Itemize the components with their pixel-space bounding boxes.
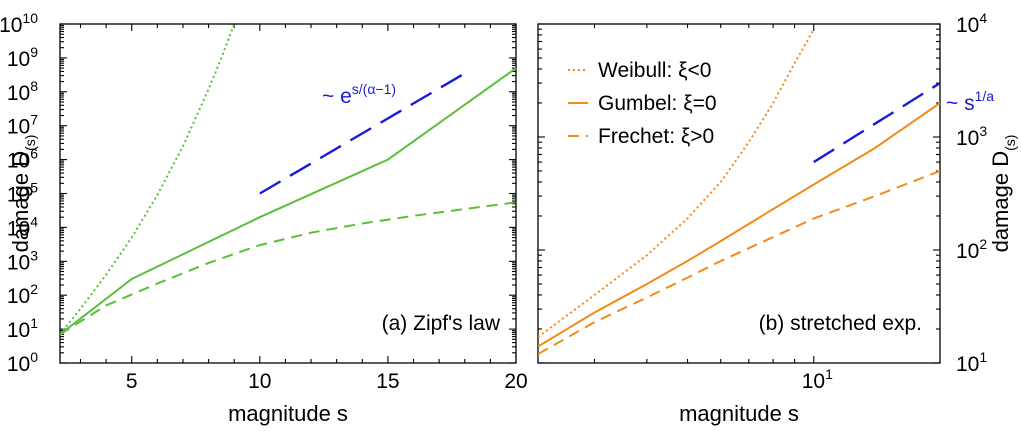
legend-label: Weibull: ξ<0 (598, 59, 712, 82)
series-line-dashed (538, 170, 940, 355)
y-tick-label: 100 (7, 349, 38, 376)
y-tick-label: 105 (7, 180, 38, 207)
series-line-dotted (60, 24, 236, 336)
panel-label: (a) Zipf's law (382, 312, 501, 335)
y-tick-label: 106 (7, 146, 38, 173)
y-tick-label: 104 (7, 213, 38, 240)
y-tick-label: 103 (7, 247, 38, 274)
x-tick-label: 15 (376, 370, 399, 393)
scaling-guide-line (259, 72, 466, 195)
y-axis-label: damage D(s) (8, 135, 38, 253)
y-tick-label: 102 (956, 236, 987, 263)
series-group (60, 24, 516, 336)
y-tick-label: 104 (956, 10, 987, 37)
y-tick-label: 103 (956, 123, 987, 150)
scaling-annotation: ~ s1/a (946, 88, 994, 115)
x-axis-label: magnitude s (679, 401, 799, 426)
panel-label: (b) stretched exp. (759, 312, 922, 335)
series-line-dotted (538, 28, 815, 338)
x-axis-label: magnitude s (228, 401, 348, 426)
legend-label: Gumbel: ξ=0 (598, 92, 717, 115)
scaling-annotation: ~ es/(α−1) (322, 81, 396, 108)
plot-frame (537, 23, 941, 364)
y-tick-label: 108 (7, 78, 38, 105)
x-tick-label: 20 (504, 370, 527, 393)
y-tick-label: 109 (7, 44, 38, 71)
series-line-dashed (60, 201, 516, 336)
series-line-solid (538, 102, 940, 348)
legend: Weibull: ξ<0 Gumbel: ξ=0 Frechet: ξ>0 (568, 59, 717, 148)
y-tick-label: 1010 (0, 10, 38, 37)
x-tick-label: 10 (248, 370, 271, 393)
scaling-guide-line (813, 82, 940, 164)
y-tick-label: 102 (7, 281, 38, 308)
y-tick-label: 107 (7, 112, 38, 139)
panel-a: 100 101 102 103 104 105 106 107 108 109 1010 5 10 15 2… (0, 10, 528, 426)
legend-label: Frechet: ξ>0 (598, 125, 714, 148)
y-axis-label: damage D(s) (988, 135, 1018, 253)
series-group (538, 28, 940, 355)
series-line-solid (60, 67, 516, 336)
x-tick-label: 5 (126, 370, 138, 393)
y-tick-label: 101 (956, 349, 987, 376)
y-tick-label: 101 (7, 315, 38, 342)
x-tick-label: 101 (802, 366, 833, 393)
